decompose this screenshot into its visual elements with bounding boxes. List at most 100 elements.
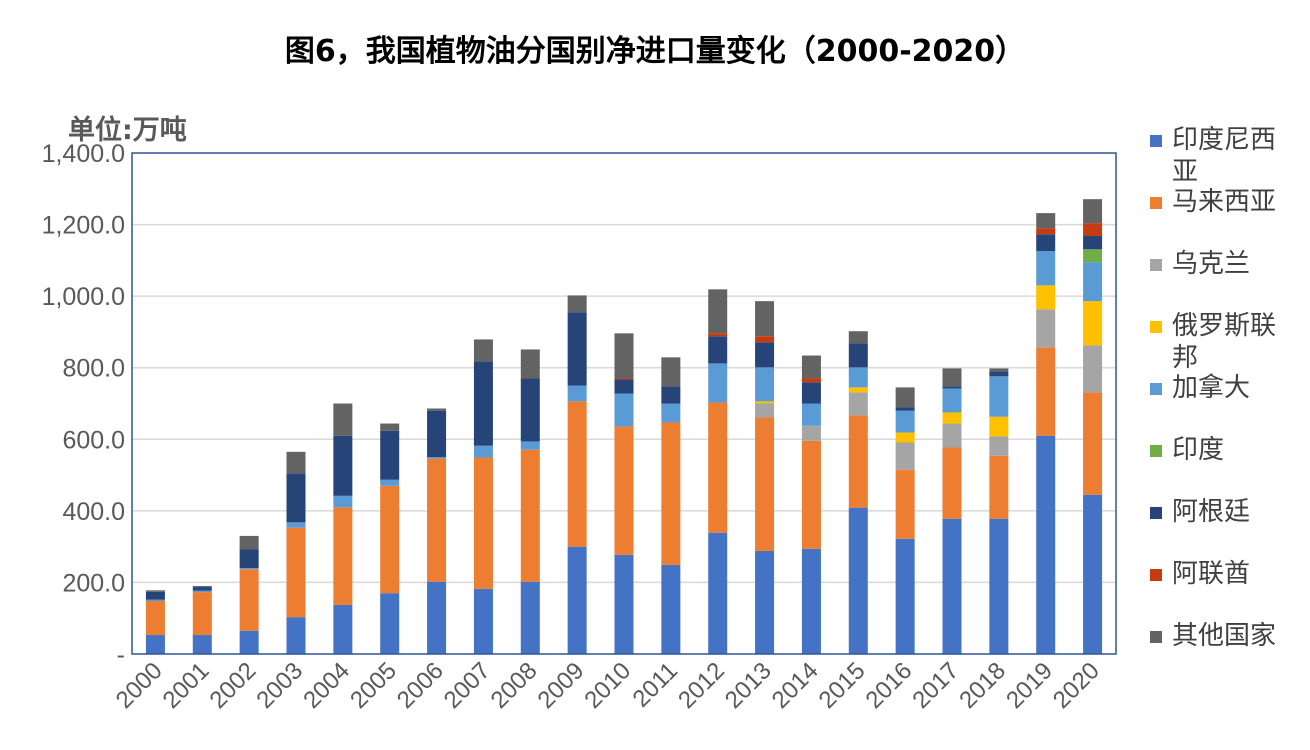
bar-segment-2003-4 <box>286 522 306 528</box>
bar-segment-2012-1 <box>708 402 728 533</box>
bar-segment-2019-7 <box>1036 228 1056 235</box>
bar-segment-2006-1 <box>427 458 447 582</box>
legend-swatch <box>1150 445 1162 457</box>
bar-segment-2017-4 <box>942 388 962 413</box>
bar-segment-2009-6 <box>567 312 587 386</box>
bar-segment-2013-1 <box>755 417 775 551</box>
legend-swatch <box>1150 321 1162 333</box>
bar-segment-2001-8 <box>192 586 212 588</box>
legend-label: 加拿大 <box>1172 373 1251 403</box>
bar-segment-2013-4 <box>755 367 775 402</box>
bar-segment-2008-8 <box>520 349 540 379</box>
bar-segment-2010-7 <box>614 378 634 380</box>
bar-segment-2011-1 <box>661 422 681 565</box>
legend-item: 其他国家 <box>1150 620 1294 682</box>
bar-segment-2000-4 <box>145 599 165 602</box>
bar-segment-2011-8 <box>661 357 681 387</box>
y-tick-label: 400.0 <box>62 498 125 526</box>
x-tick-label: 2020 <box>1048 657 1105 714</box>
bar-segment-2011-0 <box>661 564 681 654</box>
bar-segment-2003-8 <box>286 451 306 474</box>
bar-segment-2018-2 <box>989 436 1009 456</box>
bar-segment-2002-4 <box>239 568 259 570</box>
legend-item: 乌克兰 <box>1150 248 1294 310</box>
bar-segment-2012-6 <box>708 336 728 364</box>
bar-segment-2017-8 <box>942 368 962 387</box>
bar-segment-2001-0 <box>192 635 212 654</box>
bar-segment-2015-6 <box>848 343 868 368</box>
bar-segment-2010-6 <box>614 379 634 394</box>
legend-item: 加拿大 <box>1150 372 1294 434</box>
bar-segment-2008-6 <box>520 378 540 442</box>
bar-segment-2012-4 <box>708 363 728 403</box>
legend-swatch <box>1150 507 1162 519</box>
bar-segment-2018-0 <box>989 518 1009 654</box>
legend-label: 其他国家 <box>1172 621 1277 651</box>
x-axis-ticks: 2000200120022003200420052006200720082009… <box>111 657 1105 714</box>
legend-swatch <box>1150 135 1162 147</box>
legend: 印度尼西亚 马来西亚 乌克兰 俄罗斯联邦 加拿大 印度 阿根廷 阿联酋 其他国家 <box>1150 124 1300 682</box>
bar-segment-2020-5 <box>1083 249 1103 263</box>
bar-segment-2016-3 <box>895 432 915 443</box>
bar-segment-2018-4 <box>989 376 1009 417</box>
bar-segment-2019-6 <box>1036 234 1056 252</box>
bar-segment-2014-8 <box>801 355 821 379</box>
y-tick-label: 800.0 <box>62 355 125 383</box>
bar-segment-2019-8 <box>1036 213 1056 229</box>
bar-segment-2002-8 <box>239 535 259 550</box>
bar-segment-2002-6 <box>239 549 259 569</box>
bar-segment-2012-8 <box>708 289 728 334</box>
chart-title: 图6，我国植物油分国别净进口量变化（2000-2020） <box>284 34 1026 69</box>
y-tick-label: 200.0 <box>62 569 125 597</box>
bar-segment-2015-4 <box>848 367 868 388</box>
bar-segment-2019-0 <box>1036 435 1056 654</box>
bar-segment-2016-6 <box>895 407 915 411</box>
bar-segment-2014-1 <box>801 440 821 549</box>
legend-item: 阿根廷 <box>1150 496 1294 558</box>
bar-segment-2017-2 <box>942 423 962 448</box>
bar-segment-2007-0 <box>473 588 493 654</box>
bar-segment-2011-6 <box>661 386 681 404</box>
x-tick-label: 2003 <box>251 657 308 714</box>
bar-segment-2019-4 <box>1036 251 1056 286</box>
bar-segment-2004-0 <box>333 604 353 654</box>
y-axis-unit-label: 单位:万吨 <box>68 115 187 146</box>
bar-segment-2000-0 <box>145 635 165 654</box>
bar-segment-2002-1 <box>239 569 259 631</box>
bar-segment-2014-6 <box>801 382 821 404</box>
bar-segment-2006-6 <box>427 410 447 458</box>
legend-item: 印度尼西亚 <box>1150 124 1294 187</box>
bar-segment-2010-8 <box>614 333 634 379</box>
legend-item: 马来西亚 <box>1150 186 1294 248</box>
bar-segment-2016-4 <box>895 410 915 433</box>
bar-segment-2020-2 <box>1083 345 1103 393</box>
bar-segment-2004-8 <box>333 403 353 436</box>
bar-segment-2003-0 <box>286 617 306 654</box>
bar-segment-2003-1 <box>286 527 306 618</box>
bar-segment-2010-1 <box>614 426 634 555</box>
bar-segment-2018-8 <box>989 368 1009 372</box>
bar-segment-2007-1 <box>473 457 493 589</box>
bar-segment-2020-4 <box>1083 262 1103 302</box>
bar-segment-2017-0 <box>942 518 962 654</box>
bar-segment-2010-0 <box>614 554 634 654</box>
bar-segment-2007-4 <box>473 445 493 458</box>
legend-label: 俄罗斯联邦 <box>1172 311 1277 373</box>
x-tick-label: 2001 <box>158 657 215 714</box>
bar-segment-2017-1 <box>942 447 962 519</box>
x-tick-label: 2009 <box>533 657 590 714</box>
bar-segment-2000-6 <box>145 591 165 600</box>
bar-segment-2020-0 <box>1083 494 1103 654</box>
legend-label: 马来西亚 <box>1172 187 1277 217</box>
bar-segment-2013-0 <box>755 550 775 654</box>
bar-segment-2013-6 <box>755 342 775 368</box>
plot-area-border <box>131 152 1117 655</box>
legend-item: 俄罗斯联邦 <box>1150 310 1294 373</box>
bar-segment-2019-2 <box>1036 309 1056 348</box>
bar-segment-2008-1 <box>520 449 540 582</box>
bar-segment-2005-8 <box>380 423 400 431</box>
bar-segment-2011-4 <box>661 403 681 423</box>
bar-segment-2008-4 <box>520 441 540 450</box>
x-tick-label: 2011 <box>628 657 684 713</box>
